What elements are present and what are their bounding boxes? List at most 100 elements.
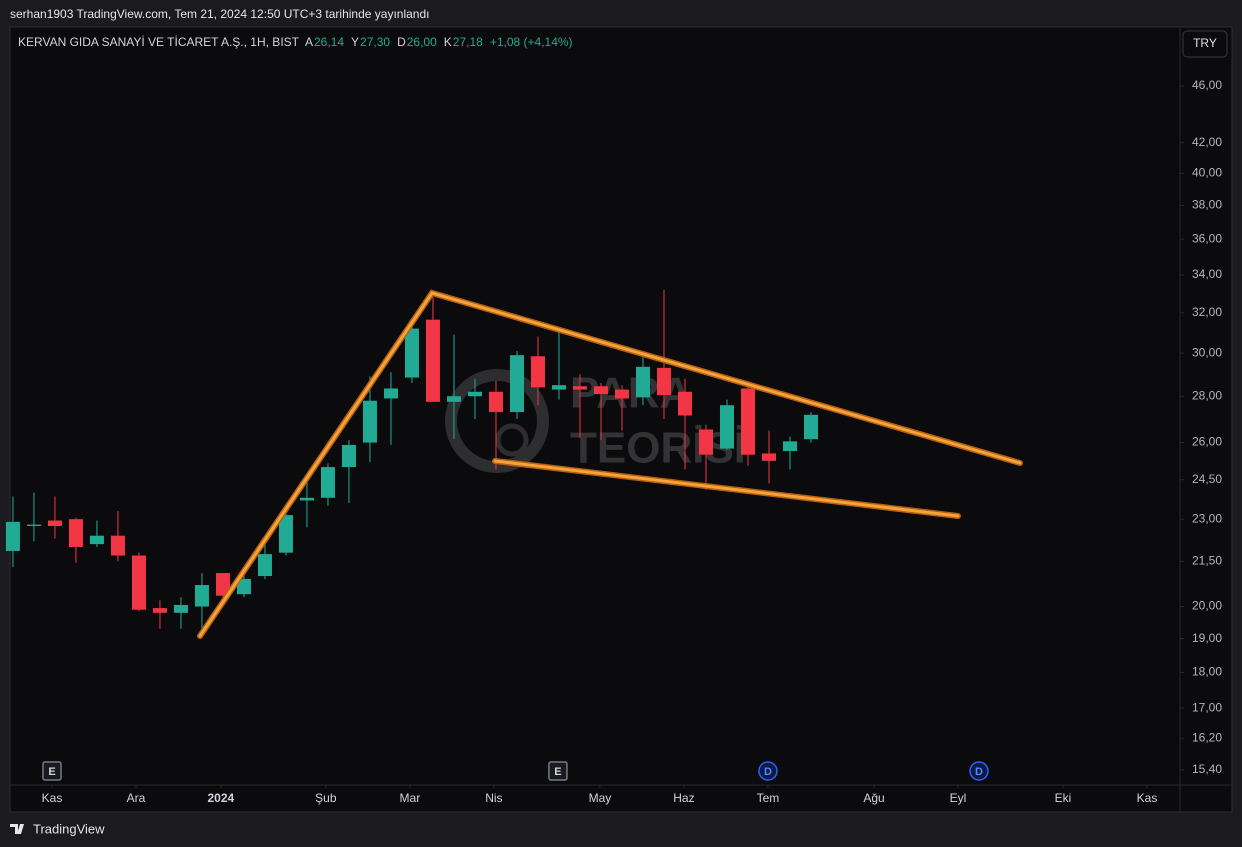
candle-body — [362, 400, 377, 443]
y-tick-label: 34,00 — [1192, 267, 1222, 281]
candle-body — [783, 441, 797, 452]
candle-body — [698, 429, 713, 455]
event-marker — [42, 761, 62, 781]
y-tick-label: 23,00 — [1192, 511, 1222, 525]
candle-body — [804, 414, 819, 440]
candle-body — [425, 319, 440, 402]
candle-body — [383, 388, 398, 399]
x-tick-label: Ara — [127, 791, 146, 805]
y-tick-label: 46,00 — [1192, 78, 1222, 92]
y-tick-label: 18,00 — [1192, 665, 1222, 679]
y-tick-label: 32,00 — [1192, 305, 1222, 319]
legend-key: D — [397, 35, 406, 49]
candle-body — [719, 405, 734, 449]
footer-brand: TradingView — [33, 821, 105, 836]
currency-label[interactable]: TRY — [1193, 36, 1217, 50]
candle-body — [446, 396, 461, 402]
candle-body — [656, 367, 671, 396]
candle-body — [467, 391, 482, 397]
y-tick-label: 20,00 — [1192, 599, 1222, 613]
y-tick-label: 38,00 — [1192, 198, 1222, 212]
candle-body — [68, 519, 83, 547]
candle-body — [299, 497, 314, 501]
x-tick-label: Şub — [315, 791, 337, 805]
x-tick-label: Kas — [1137, 791, 1158, 805]
plot: 46,00 42,00 40,00 38,00 36,00 34,00 32,00 30,00… — [5, 78, 1222, 805]
x-tick-label: Mar — [400, 791, 421, 805]
y-tick-label: 40,00 — [1192, 165, 1222, 179]
candle-body — [341, 444, 356, 468]
legend-value: 27,18 — [453, 35, 483, 49]
trend-lines — [197, 289, 1023, 639]
candle-body — [551, 385, 566, 390]
y-tick-label: 16,20 — [1192, 730, 1222, 744]
y-tick-label: 36,00 — [1192, 231, 1222, 245]
x-tick-label: May — [589, 791, 612, 805]
candle-body — [278, 515, 293, 553]
candle-body — [530, 356, 545, 388]
candle-body — [194, 585, 209, 607]
candle-body — [593, 386, 608, 395]
candle-body — [761, 453, 776, 461]
candle-body — [677, 391, 692, 416]
candle-body — [173, 604, 188, 613]
y-tick-label: 26,00 — [1192, 435, 1222, 449]
candle-body — [5, 521, 20, 551]
watermark-text: TEORİSİ — [570, 424, 746, 473]
y-tick-label: 17,00 — [1192, 700, 1222, 714]
y-tick-label: 15,40 — [1192, 762, 1222, 776]
y-tick-label: 24,50 — [1192, 472, 1222, 486]
candle-body — [614, 389, 629, 399]
candle-body — [26, 524, 41, 527]
y-tick-label: 19,00 — [1192, 631, 1222, 645]
event-label: E — [48, 766, 55, 778]
watermark-text: PARA — [570, 369, 691, 418]
watermark-logo — [445, 369, 549, 473]
candle-body — [488, 391, 503, 413]
legend-key: A — [305, 35, 313, 49]
candle-body — [47, 520, 62, 527]
legend-change: +1,08 (+4,14%) — [490, 35, 573, 49]
legend-value: 26,14 — [314, 35, 344, 49]
event-marker — [758, 761, 778, 781]
watermark-logo — [495, 423, 529, 457]
candle-body — [404, 328, 419, 378]
x-tick-label: Haz — [673, 791, 694, 805]
candle-body — [236, 579, 251, 595]
x-tick-label: Nis — [485, 791, 502, 805]
candle-body — [509, 355, 524, 413]
footer-logo — [10, 824, 24, 834]
currency-button[interactable] — [1182, 30, 1228, 58]
candle-body — [215, 573, 230, 596]
y-tick-label: 30,00 — [1192, 345, 1222, 359]
event-label: E — [554, 766, 561, 778]
candle-body — [635, 366, 650, 398]
event-label: D — [975, 766, 983, 778]
x-tick-label: 2024 — [208, 791, 235, 805]
candle-body — [152, 608, 167, 613]
chart-panel — [9, 26, 1233, 813]
legend-value: 27,30 — [360, 35, 390, 49]
candle-body — [110, 535, 125, 556]
x-tick-label: Ağu — [863, 791, 884, 805]
x-tick-label: Tem — [757, 791, 780, 805]
x-tick-label: Eyl — [950, 791, 967, 805]
candle-body — [320, 467, 335, 498]
legend: KERVAN GIDA SANAYİ VE TİCARET A.Ş., 1H, … — [18, 35, 573, 49]
x-tick-label: Kas — [42, 791, 63, 805]
legend-key: Y — [351, 35, 359, 49]
published-line: serhan1903 TradingView.com, Tem 21, 2024… — [10, 7, 430, 21]
watermark: PARA TEORİSİ — [445, 369, 746, 473]
trend-line — [493, 459, 960, 518]
candle-body — [89, 535, 104, 545]
event-marker — [969, 761, 989, 781]
candle-body — [572, 386, 587, 390]
legend-key: K — [444, 35, 452, 49]
candle-body — [740, 388, 755, 455]
symbol-name: KERVAN GIDA SANAYİ VE TİCARET A.Ş., 1H, … — [18, 35, 300, 49]
x-tick-label: Eki — [1055, 791, 1072, 805]
event-marker — [548, 761, 568, 781]
trend-line — [198, 291, 1022, 638]
candle-body — [131, 555, 146, 610]
